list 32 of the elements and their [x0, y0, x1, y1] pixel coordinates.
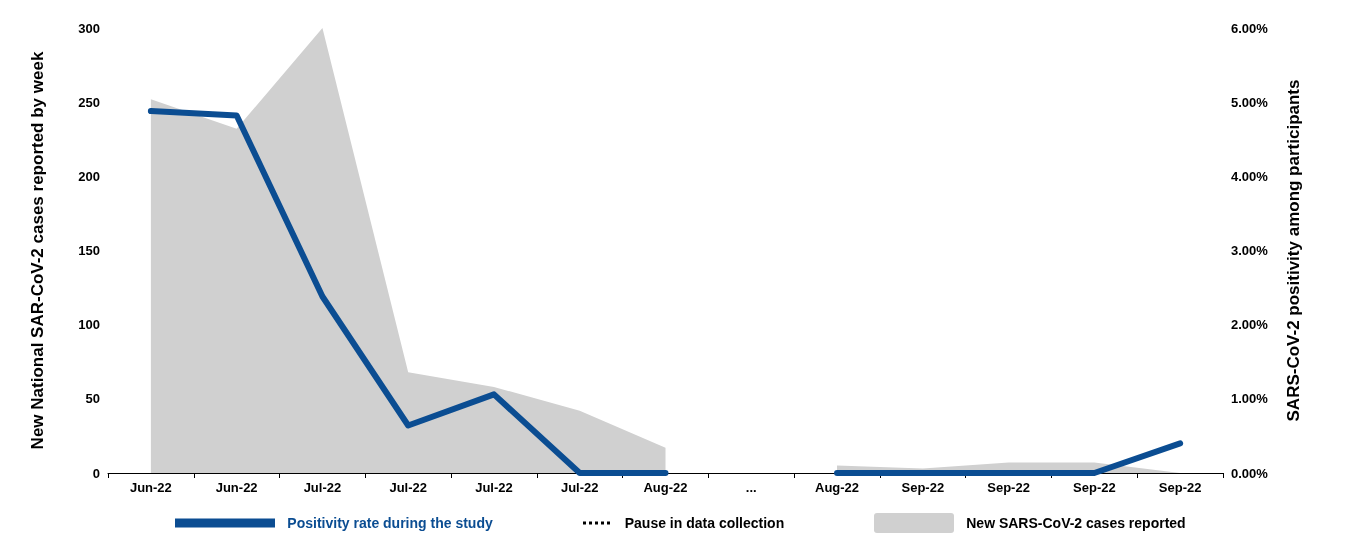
x-tick-label: Sep-22 [1158, 480, 1202, 495]
y2-tick-label: 1.00% [1231, 391, 1269, 407]
y-tick-label: 150 [78, 243, 100, 258]
x-tick-label: Jul-22 [560, 480, 599, 495]
y-tick-label: 50 [85, 391, 100, 407]
x-tick-label: Sep-22 [901, 480, 945, 495]
x-tick-label: Sep-22 [1073, 480, 1116, 495]
y-tick-label: 200 [78, 168, 100, 184]
legend-label: Pause in data collection [624, 515, 785, 531]
y-tick-label: 0 [92, 465, 100, 481]
text: New SARS-CoV-2 cases reported [966, 515, 1186, 531]
text: Positivity rate during the study [287, 515, 493, 531]
x-tick-label: Jul-22 [303, 480, 342, 495]
y-tick-label: 250 [78, 94, 100, 110]
y2-tick-label: 6.00% [1231, 20, 1269, 36]
y2-axis-title: SARS-CoV-2 positivity among participants [1284, 79, 1303, 422]
y2-tick-label: 5.00% [1231, 94, 1269, 110]
x-tick-label: Aug-22 [815, 480, 860, 495]
x-tick-label: Jul-22 [475, 480, 513, 495]
y-axis-title: New National SAR-CoV-2 cases reported by week [28, 51, 47, 450]
x-tick-label: Jun-22 [215, 480, 258, 495]
x-tick-label: Aug-22 [643, 480, 688, 495]
x-tick-label: Jun-22 [129, 480, 172, 495]
x-tick-label: ... [745, 480, 757, 495]
y-tick-label: 100 [78, 317, 100, 333]
y2-tick-label: 3.00% [1231, 243, 1269, 258]
y-tick-label: 300 [78, 20, 100, 36]
x-tick-label: Sep-22 [987, 480, 1030, 495]
y2-tick-label: 4.00% [1231, 168, 1269, 184]
x-tick-label: Jul-22 [389, 480, 427, 495]
y2-tick-label: 0.00% [1231, 465, 1269, 481]
y2-tick-label: 2.00% [1231, 317, 1269, 333]
